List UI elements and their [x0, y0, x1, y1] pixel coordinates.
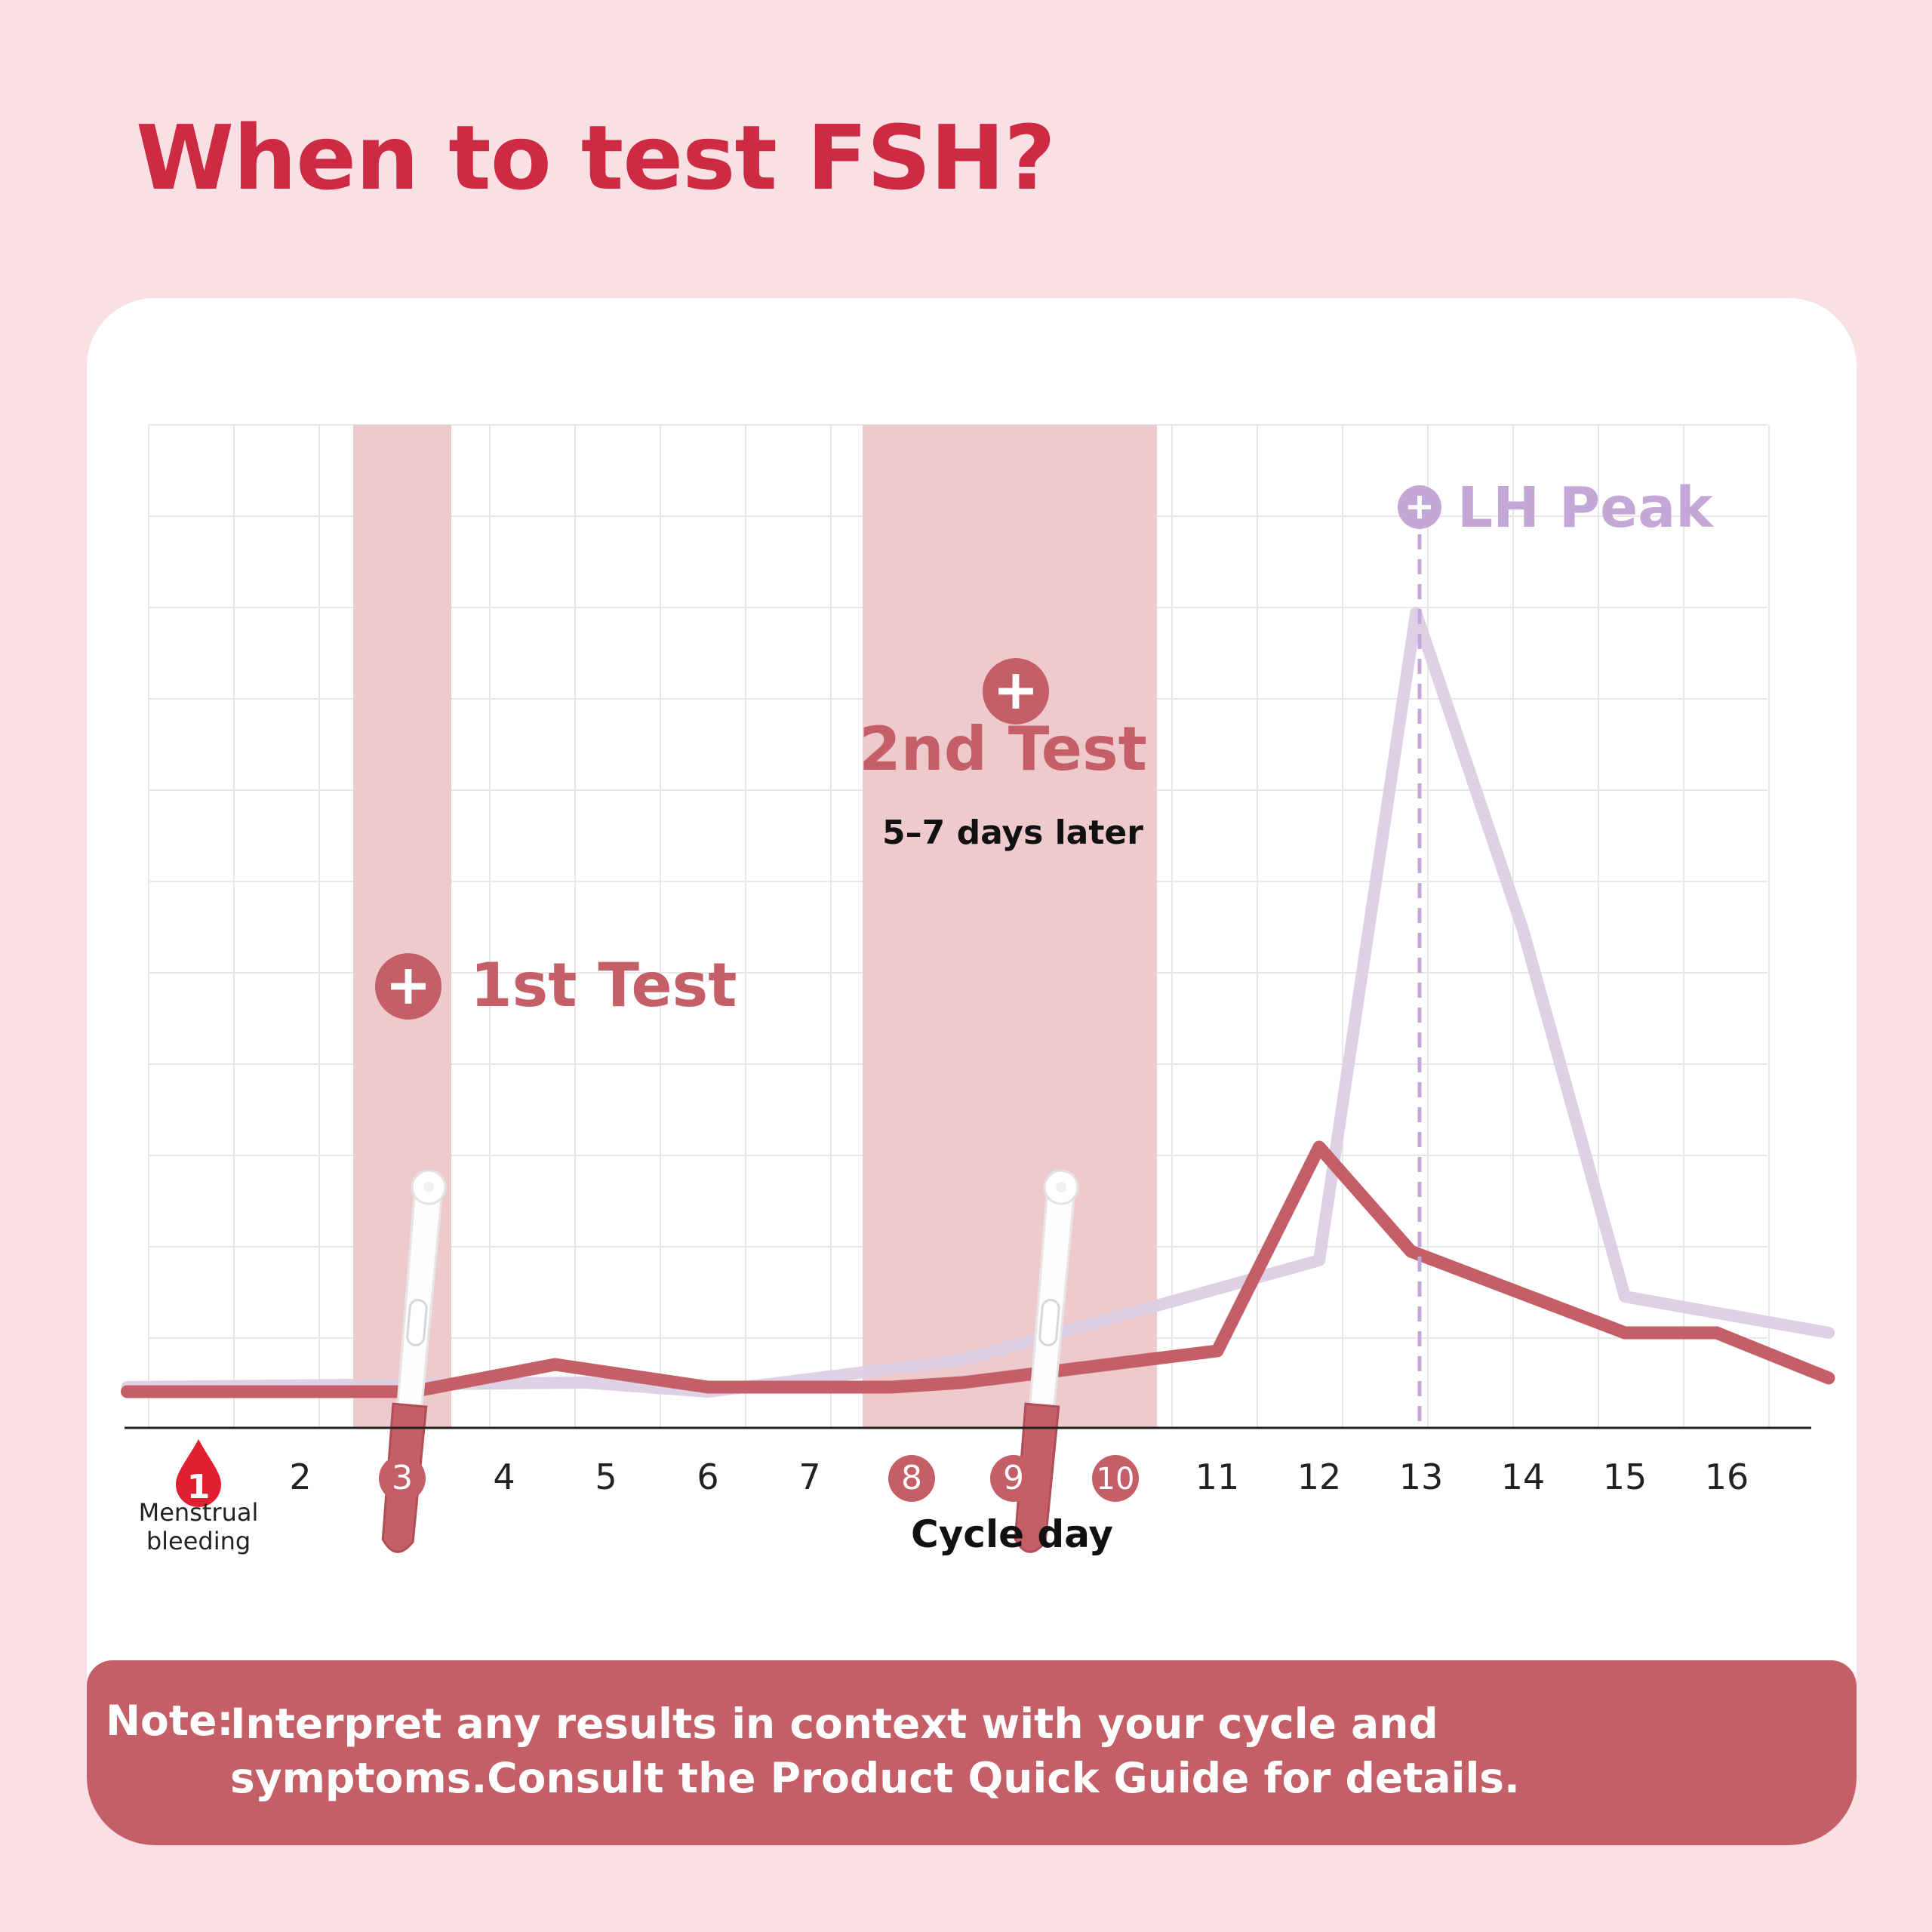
second-test-label: 2nd Test — [859, 714, 1147, 784]
blood-drop-icon: 1 — [176, 1439, 221, 1507]
note-banner: Note: Interpret any results in context w… — [87, 1660, 1857, 1845]
x-axis-title: Cycle day — [911, 1512, 1113, 1556]
x-tick-label-14: 14 — [1501, 1457, 1546, 1497]
first-test-plus-icon — [375, 953, 441, 1020]
blood-drop-shape — [176, 1439, 221, 1507]
x-tick-label-4: 4 — [493, 1457, 515, 1497]
test-window-band-1 — [353, 425, 451, 1428]
note-text: Interpret any results in context with yo… — [230, 1700, 1520, 1802]
x-tick-highlight-9 — [990, 1455, 1037, 1502]
x-tick-label-12: 12 — [1297, 1457, 1342, 1497]
test-window-band-2 — [863, 425, 1157, 1428]
x-tick-label-8: 8 — [901, 1459, 922, 1497]
plus-bar-v — [1417, 495, 1422, 519]
lh-peak-plus-icon — [1398, 485, 1441, 529]
x-tick-label-1: 1 — [187, 1468, 211, 1506]
note-label: Note: — [106, 1697, 234, 1745]
x-tick-label-6: 6 — [697, 1457, 718, 1497]
menstrual-label-line-1: Menstrual — [139, 1498, 259, 1527]
lh-series-line — [121, 607, 1835, 1398]
x-tick-label-11: 11 — [1195, 1457, 1240, 1497]
x-tick-label-3: 3 — [392, 1459, 413, 1497]
x-tick-highlight-8 — [888, 1455, 935, 1502]
x-tick-label-5: 5 — [595, 1457, 617, 1497]
menstrual-label-line-2: bleeding — [146, 1527, 251, 1555]
x-tick-highlight-10 — [1092, 1455, 1139, 1502]
plus-bar-v — [405, 969, 412, 1004]
x-tick-label-10: 10 — [1097, 1462, 1135, 1497]
x-tick-label-16: 16 — [1705, 1457, 1749, 1497]
second-test-sublabel: 5–7 days later — [882, 814, 1143, 852]
second-test-plus-icon — [983, 658, 1049, 724]
lh-peak-label: LH Peak — [1457, 475, 1714, 540]
fsh-series-line — [121, 1140, 1835, 1398]
x-tick-label-7: 7 — [798, 1457, 820, 1497]
first-test-label: 1st Test — [470, 950, 737, 1020]
x-tick-label-2: 2 — [289, 1457, 311, 1497]
page-title: When to test FSH? — [136, 106, 1056, 210]
x-tick-label-9: 9 — [1003, 1459, 1024, 1497]
plus-bar-v — [1012, 674, 1020, 709]
x-tick-label-13: 13 — [1399, 1457, 1444, 1497]
x-tick-label-15: 15 — [1603, 1457, 1647, 1497]
x-tick-highlight-3 — [379, 1455, 426, 1502]
